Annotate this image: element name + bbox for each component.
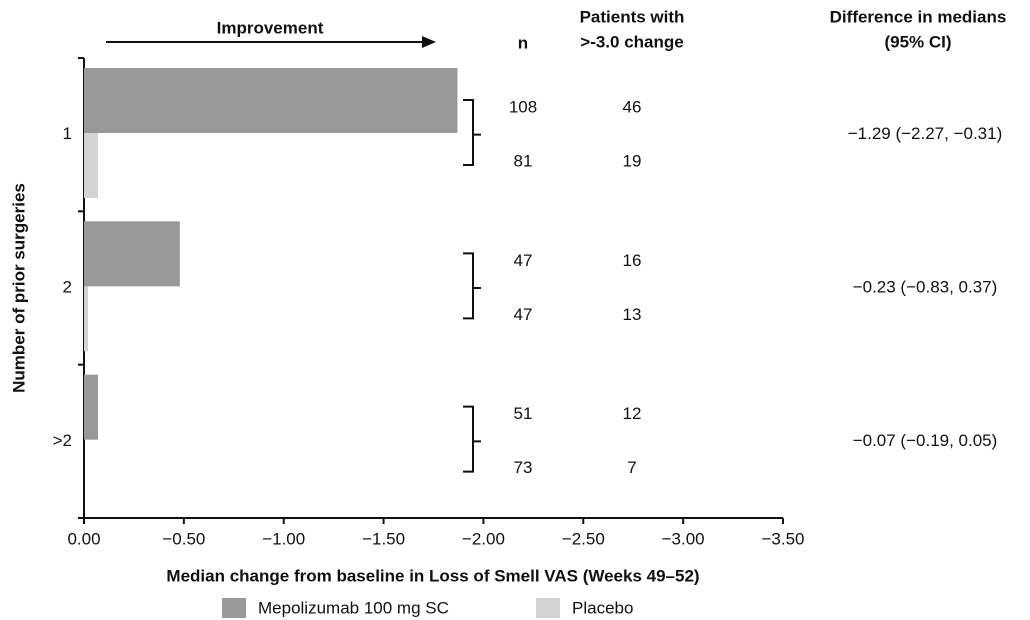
x-tick-label: −3.00 — [662, 529, 705, 548]
difference: −0.23 (−0.83, 0.37) — [853, 277, 998, 296]
responders-value: 7 — [627, 458, 636, 477]
x-tick-label: 0.00 — [67, 529, 100, 548]
responders-value: 13 — [623, 305, 642, 324]
x-tick-label: −1.00 — [262, 529, 305, 548]
bar — [84, 374, 98, 440]
bar — [84, 286, 88, 352]
responders-value: 12 — [623, 404, 642, 423]
bracket — [463, 405, 481, 473]
bar — [84, 133, 98, 198]
difference: −1.29 (−2.27, −0.31) — [848, 124, 1003, 143]
n-value: 73 — [514, 458, 533, 477]
annotation: Improvement — [217, 18, 324, 37]
responders-value: 46 — [623, 97, 642, 116]
x-tick-label: −3.50 — [761, 529, 804, 548]
difference-header: Difference in medians — [830, 7, 1007, 26]
x-tick-label: −1.50 — [362, 529, 405, 548]
legend-label: Mepolizumab 100 mg SC — [258, 598, 449, 617]
responders-header: >-3.0 change — [580, 32, 683, 51]
bar — [84, 221, 180, 287]
y-axis-label: Number of prior surgeries — [9, 183, 28, 393]
n-value: 81 — [514, 151, 533, 170]
x-axis-label: Median change from baseline in Loss of S… — [166, 566, 699, 585]
responders-value: 16 — [623, 251, 642, 270]
y-tick-label: 1 — [63, 124, 72, 143]
n-value: 47 — [514, 305, 533, 324]
y-tick-label: >2 — [53, 431, 72, 450]
n-header: n — [518, 33, 528, 52]
bracket — [463, 252, 481, 320]
legend-swatch — [536, 598, 560, 618]
n-value: 47 — [514, 251, 533, 270]
responders-header: Patients with — [580, 7, 685, 26]
n-value: 108 — [509, 97, 537, 116]
x-tick-label: −2.50 — [562, 529, 605, 548]
arrow-head — [422, 36, 436, 48]
legend-label: Placebo — [572, 598, 633, 617]
legend-swatch — [222, 598, 246, 618]
n-value: 51 — [514, 404, 533, 423]
x-tick-label: −0.50 — [162, 529, 205, 548]
difference-header: (95% CI) — [884, 32, 951, 51]
y-tick-label: 2 — [63, 277, 72, 296]
difference: −0.07 (−0.19, 0.05) — [853, 431, 998, 450]
bar — [84, 68, 458, 133]
x-tick-label: −2.00 — [462, 529, 505, 548]
bracket — [463, 99, 481, 166]
responders-value: 19 — [623, 151, 642, 170]
